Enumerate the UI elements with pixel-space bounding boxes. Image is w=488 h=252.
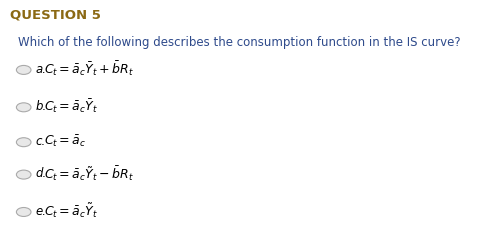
Text: e.: e. — [36, 205, 47, 218]
Text: $C_t = \bar{a}_c$: $C_t = \bar{a}_c$ — [44, 134, 86, 149]
Text: $C_t = \bar{a}_c\bar{Y}_t + \bar{b}R_t$: $C_t = \bar{a}_c\bar{Y}_t + \bar{b}R_t$ — [44, 60, 134, 78]
Text: Which of the following describes the consumption function in the IS curve?: Which of the following describes the con… — [18, 36, 460, 49]
Text: QUESTION 5: QUESTION 5 — [9, 9, 101, 22]
Circle shape — [17, 170, 31, 179]
Text: $C_t = \bar{a}_c\bar{Y}_t$: $C_t = \bar{a}_c\bar{Y}_t$ — [44, 98, 98, 115]
Text: $C_t = \bar{a}_c\tilde{Y}_t - \bar{b}R_t$: $C_t = \bar{a}_c\tilde{Y}_t - \bar{b}R_t… — [44, 165, 134, 183]
Text: c.: c. — [36, 135, 46, 148]
Circle shape — [17, 138, 31, 147]
Text: b.: b. — [36, 100, 47, 113]
Text: $C_t = \bar{a}_c\tilde{Y}_t$: $C_t = \bar{a}_c\tilde{Y}_t$ — [44, 202, 98, 220]
Text: a.: a. — [36, 63, 47, 76]
Circle shape — [17, 207, 31, 216]
Text: d.: d. — [36, 167, 47, 180]
Circle shape — [17, 103, 31, 112]
Circle shape — [17, 66, 31, 74]
